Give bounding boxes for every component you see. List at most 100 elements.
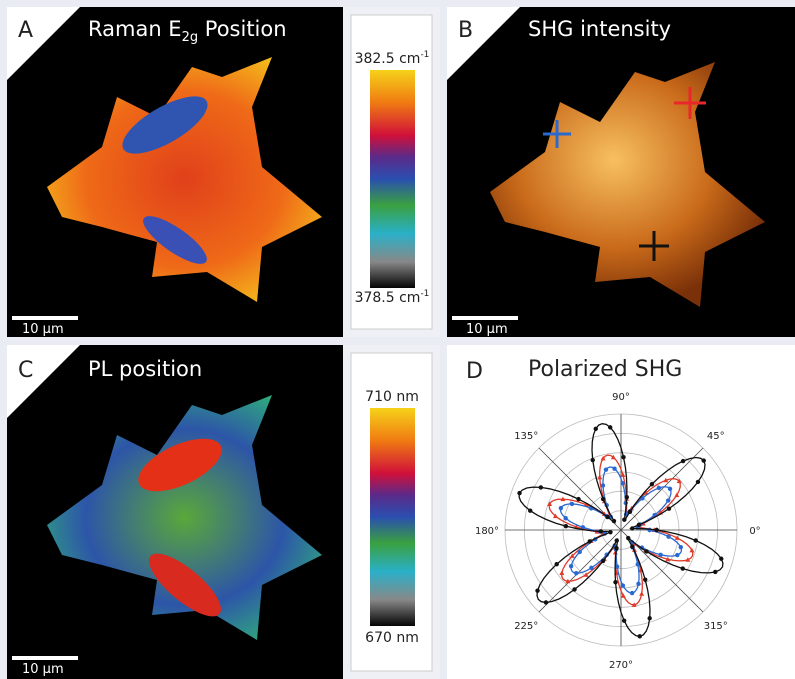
polar-point [583,502,589,507]
colorbar-min: 378.5 cm-1 [355,289,430,306]
polar-point [630,526,635,531]
polar-curve [559,466,683,594]
polar-point [608,425,613,430]
polar-point [572,587,577,592]
polar-point [563,523,569,529]
polar-point [605,514,610,520]
colorbar-min: 670 nm [365,630,419,646]
polar-point [528,508,533,513]
panel-letter: D [466,359,483,384]
polar-point [693,538,698,543]
polar-point [554,561,559,567]
polar-point [624,494,629,500]
polar-point [603,467,609,472]
colorbar-max: 710 nm [365,389,419,405]
polar-point [620,593,626,598]
domain [143,216,207,264]
colorbar-max: 382.5 cm-1 [355,50,430,67]
polar-point [614,538,619,543]
angle-label: 90° [612,392,630,403]
polar-plot: 0° 45° 90° 135° 180° 225° 270° 315° [475,392,761,671]
angle-label: 270° [609,660,633,671]
polar-point [658,552,663,557]
polar-point [535,588,540,593]
polar-point [620,472,626,477]
angle-label: 45° [707,431,725,442]
polar-point [636,581,641,586]
marker [543,120,571,148]
polar-point [643,577,648,582]
polar-point [587,539,592,544]
polar-point [612,466,617,471]
corner [7,7,80,80]
angle-label: 135° [514,431,538,442]
polar-point [620,481,625,486]
polar-point [666,534,671,539]
polar-point [538,485,544,490]
angle-label: 225° [514,621,538,632]
polar-point [598,529,604,534]
polar-point [600,455,606,461]
polar-point [614,545,619,551]
polar-point [667,486,673,492]
polar-point [621,455,626,460]
polar-point [689,547,695,553]
corner [447,7,520,80]
polar-point [552,513,558,519]
polar-point [631,602,637,607]
polar-point [611,518,617,524]
polar-point [701,458,706,463]
panel-letter: A [18,18,33,43]
polar-spoke [620,447,704,531]
polar-point [558,505,564,511]
polar-point [614,564,620,569]
domain [122,96,208,154]
colorbar [370,70,415,288]
polar-point [517,490,522,496]
polar-point [637,634,642,639]
polar-point [569,553,575,558]
polar-point [569,501,575,507]
angle-label: 315° [704,621,728,632]
polar-point [608,530,613,535]
polar-point [649,481,655,487]
polar-point [580,525,586,530]
corner [7,345,80,418]
scale-bar [452,316,518,320]
domain [138,438,222,492]
polar-point [577,549,582,555]
polar-point [630,544,635,549]
polar-point [675,552,680,558]
panel-title: Polarized SHG [528,357,682,382]
polar-point [597,474,603,480]
panel-letter: C [18,358,33,383]
domain [149,553,221,617]
polar-point [647,616,652,621]
polar-point [665,498,671,503]
polar-point [678,544,683,550]
angle-label: 180° [475,526,499,537]
polar-point [593,426,598,431]
polar-point [695,479,701,485]
polar-point [685,557,691,562]
polar-point [620,583,626,588]
polar-point [613,580,618,585]
polar-point [610,454,616,460]
polar-point [583,572,589,577]
polar-spoke [538,529,622,613]
polar-point [654,527,659,533]
scale-label: 10 μm [22,662,64,677]
polar-point [644,549,649,554]
polar-point [674,492,680,498]
polar-point [663,477,669,483]
polar-point [627,509,633,515]
polar-point [563,516,568,521]
polar-point [629,590,635,596]
polar-point [590,457,595,463]
polar-point [676,478,682,484]
polar-point [543,600,549,605]
polar-point [600,558,606,564]
polar-point [719,556,724,561]
scale-label: 10 μm [466,322,508,337]
polar-point [559,570,565,575]
